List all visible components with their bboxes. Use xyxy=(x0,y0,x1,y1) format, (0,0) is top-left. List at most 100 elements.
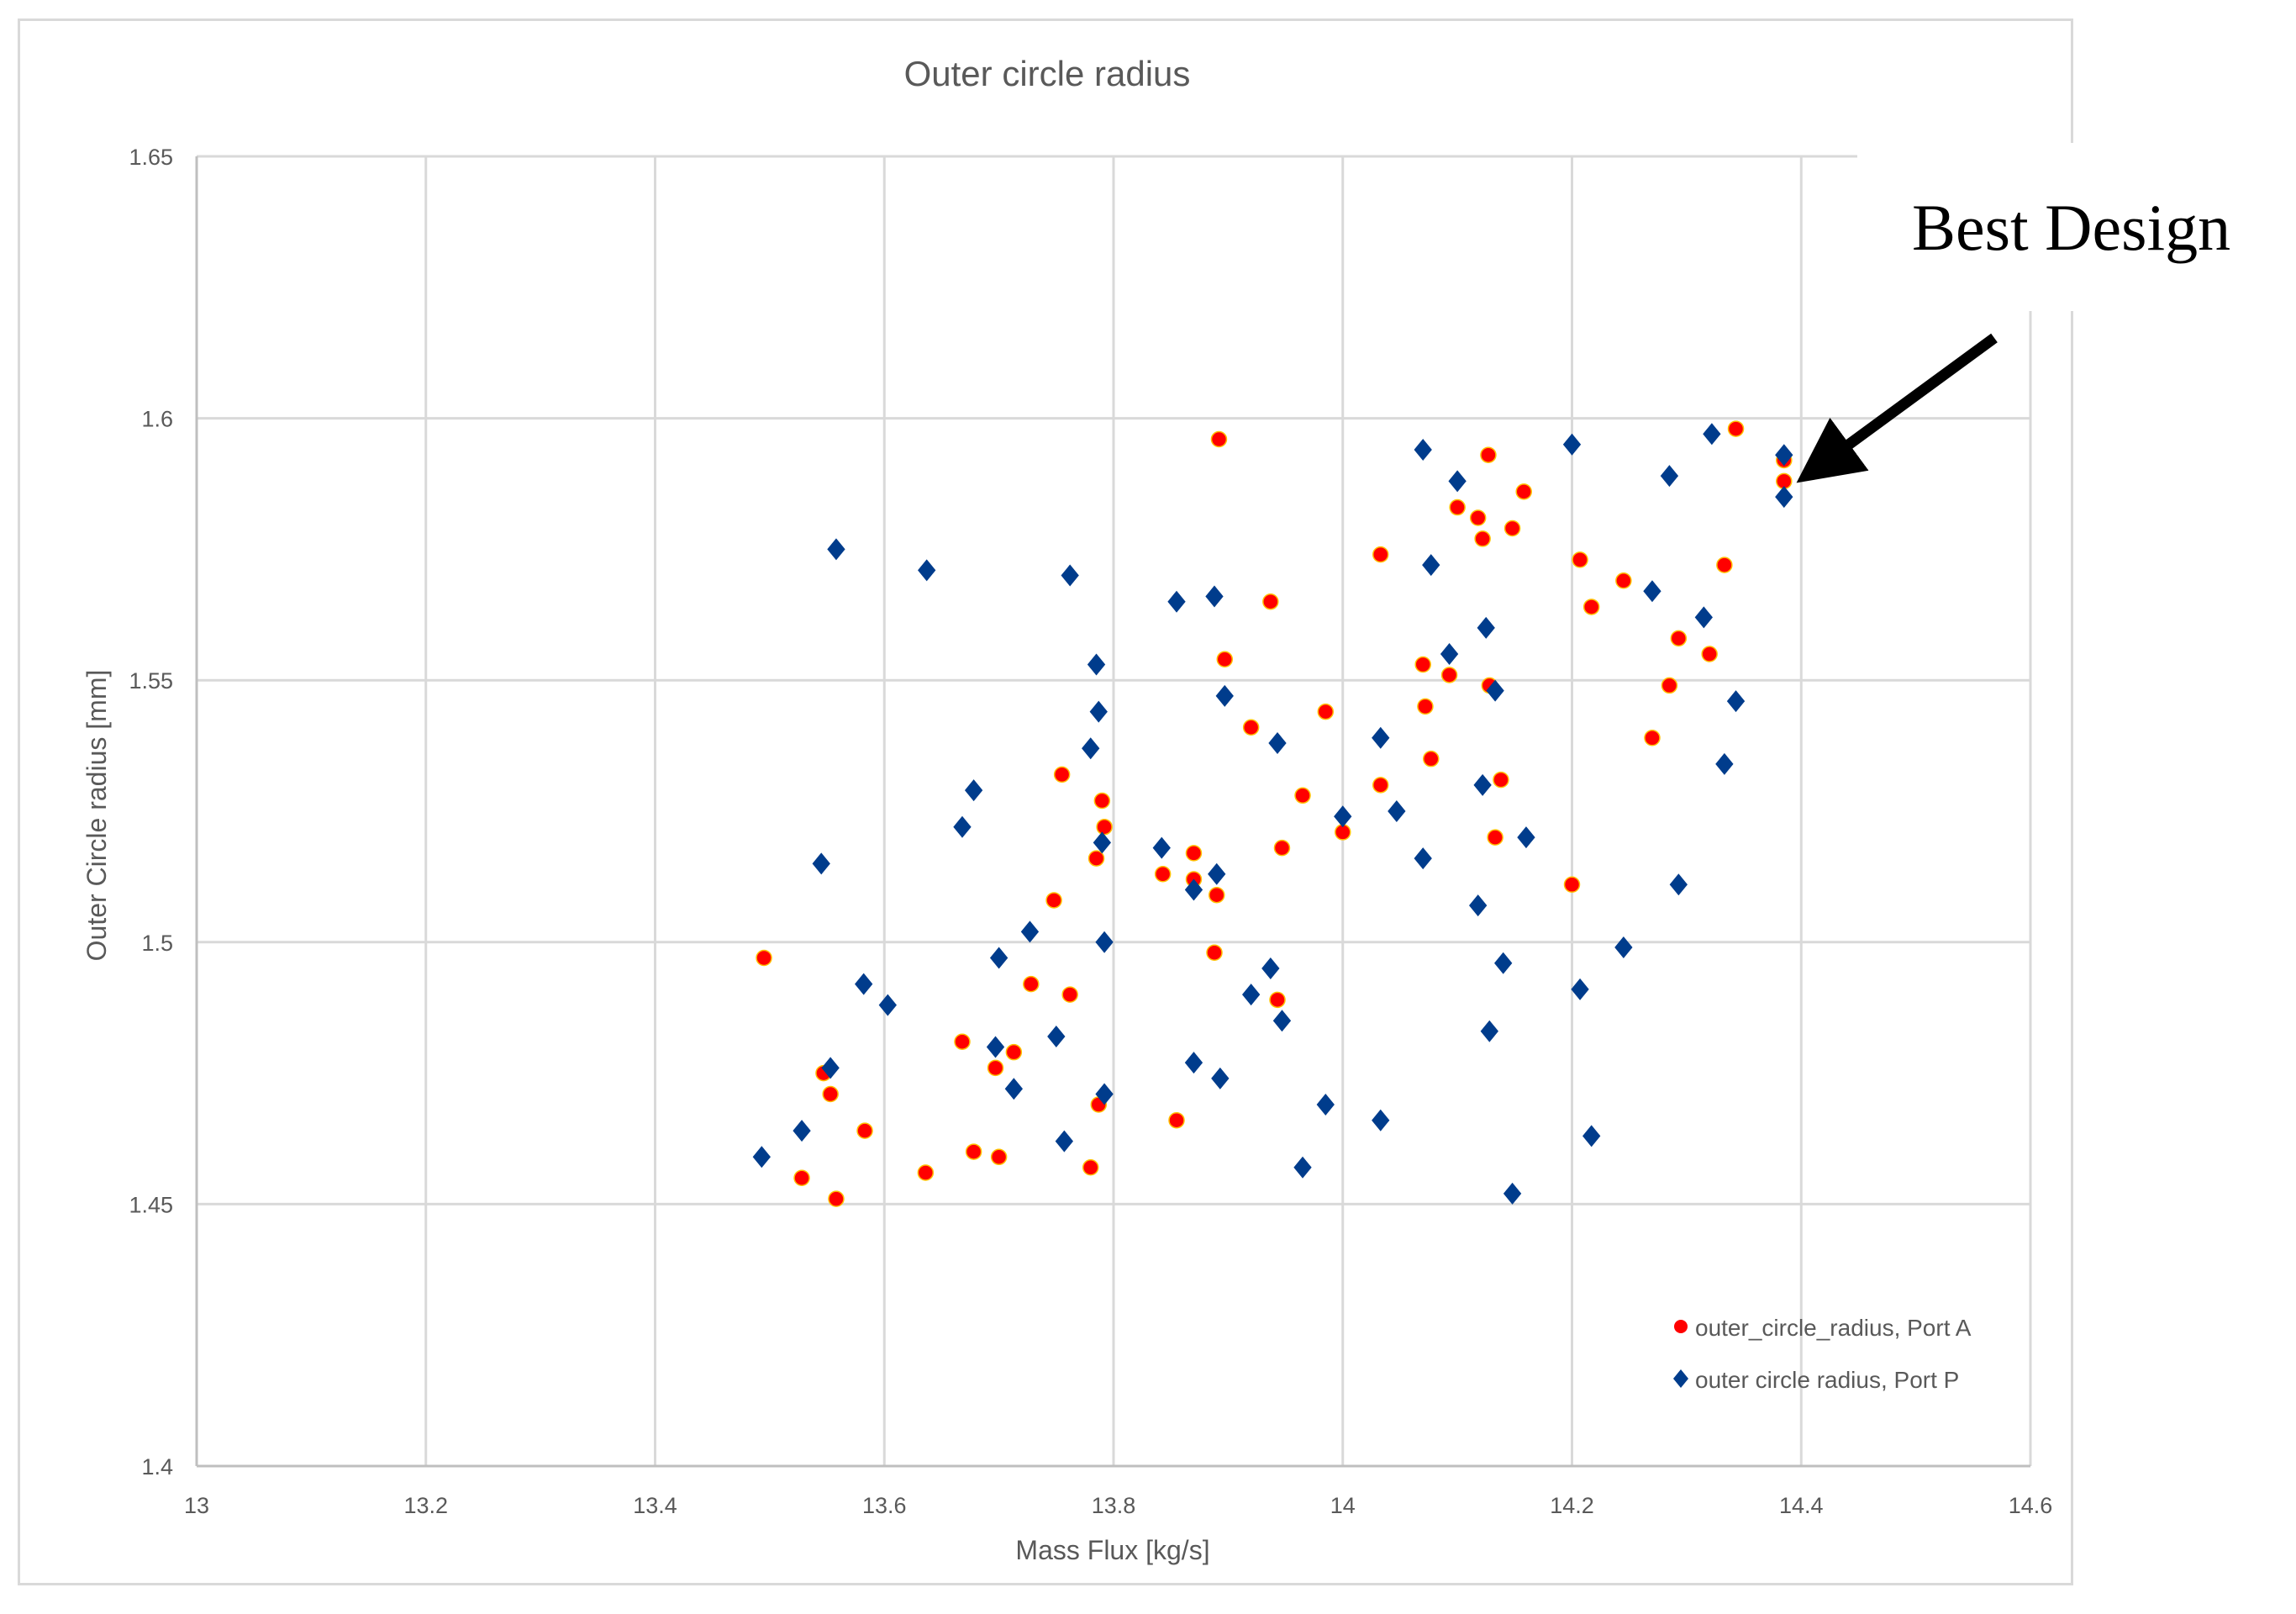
port-p-point xyxy=(793,1120,811,1142)
port-p-point xyxy=(1268,731,1287,754)
port-a-point xyxy=(1449,498,1466,516)
port-a-point xyxy=(954,1033,971,1050)
data-points xyxy=(752,420,1793,1207)
x-tick-label: 13.6 xyxy=(862,1493,907,1518)
port-p-point xyxy=(1208,862,1226,885)
port-p-point xyxy=(752,1146,771,1168)
port-a-point xyxy=(987,1059,1004,1077)
port-a-point xyxy=(1208,886,1225,904)
port-a-point xyxy=(1269,991,1286,1009)
port-p-point xyxy=(1494,952,1513,974)
x-tick-label: 13 xyxy=(184,1493,209,1518)
port-p-point xyxy=(1372,1109,1390,1131)
y-tick-label: 1.6 xyxy=(141,407,173,432)
port-p-point xyxy=(1715,752,1734,775)
port-a-point xyxy=(965,1143,982,1160)
port-a-point xyxy=(1372,777,1389,794)
port-p-point xyxy=(989,947,1008,969)
port-a-point xyxy=(1087,850,1105,867)
port-p-point xyxy=(1414,438,1432,461)
port-a-point xyxy=(1023,975,1040,993)
y-tick-labels: 1.4 1.45 1.5 1.55 1.6 1.65 xyxy=(129,145,173,1480)
port-p-point xyxy=(1517,826,1535,849)
port-p-point xyxy=(1205,585,1224,608)
port-p-point xyxy=(1152,836,1171,859)
port-a-point xyxy=(793,1169,810,1186)
port-a-point xyxy=(1414,656,1431,673)
port-p-point xyxy=(1316,1093,1335,1116)
port-p-point xyxy=(1089,700,1108,723)
y-axis-label: Outer Circle radius [mm] xyxy=(82,670,112,962)
port-p-point xyxy=(1440,643,1459,666)
port-a-point xyxy=(1572,551,1588,568)
grid-lines xyxy=(197,155,2032,1466)
port-a-point xyxy=(1216,651,1234,668)
port-p-point xyxy=(953,815,972,838)
port-a-point xyxy=(1045,892,1062,909)
legend-label-port-a: outer_circle_radius, Port A xyxy=(1695,1315,1972,1341)
port-p-point xyxy=(1095,1083,1114,1105)
port-a-point xyxy=(1727,420,1745,437)
x-tick-label: 13.4 xyxy=(633,1493,677,1518)
port-p-point xyxy=(1703,423,1721,446)
port-a-point xyxy=(1474,530,1491,547)
port-p-point xyxy=(1486,679,1504,702)
legend-marker-port-p xyxy=(1673,1369,1688,1388)
port-p-point xyxy=(1372,726,1390,749)
port-a-point xyxy=(1503,520,1521,537)
port-p-point xyxy=(1775,486,1793,509)
port-a-point xyxy=(1469,509,1487,526)
port-a-point xyxy=(1423,750,1440,767)
port-p-point xyxy=(827,538,845,561)
port-a-point xyxy=(917,1164,935,1181)
port-p-point xyxy=(1562,433,1582,456)
port-p-point xyxy=(964,779,983,802)
port-p-point xyxy=(1093,831,1112,854)
port-p-point xyxy=(1726,690,1746,713)
port-a-point xyxy=(1082,1159,1099,1176)
port-p-point xyxy=(1477,616,1495,639)
port-p-point xyxy=(1503,1182,1522,1205)
port-p-point xyxy=(1184,878,1203,901)
legend: outer_circle_radius, Port A outer circle… xyxy=(1673,1315,1972,1393)
port-p-point xyxy=(1087,653,1106,676)
port-p-point xyxy=(1422,554,1440,577)
port-p-point xyxy=(1082,737,1100,760)
port-p-point xyxy=(1669,873,1688,896)
port-a-point xyxy=(1515,483,1532,500)
port-a-point xyxy=(1294,787,1311,804)
port-a-point xyxy=(1093,792,1111,810)
port-p-point xyxy=(1469,894,1488,917)
port-a-point xyxy=(1701,646,1718,662)
port-a-point xyxy=(1644,730,1661,746)
port-a-point xyxy=(1262,593,1279,610)
port-p-point xyxy=(1095,931,1114,953)
x-tick-label: 14 xyxy=(1330,1493,1356,1518)
axes xyxy=(195,156,2030,1468)
arrow-line-icon xyxy=(1796,333,1998,483)
port-a-point xyxy=(822,1085,839,1103)
port-a-point xyxy=(1417,698,1434,715)
port-p-point xyxy=(1215,684,1234,707)
port-a-point xyxy=(1440,667,1458,683)
port-p-point xyxy=(1272,1010,1292,1032)
y-tick-label: 1.5 xyxy=(141,931,173,956)
x-tick-label: 14.2 xyxy=(1550,1493,1594,1518)
port-p-point xyxy=(855,973,873,995)
port-a-point xyxy=(1005,1043,1023,1061)
port-a-point xyxy=(756,949,772,967)
port-p-point xyxy=(821,1057,840,1079)
port-p-point xyxy=(1388,800,1406,822)
y-tick-label: 1.45 xyxy=(129,1192,173,1217)
port-a-point xyxy=(1563,876,1581,893)
port-p-point xyxy=(1660,465,1679,488)
port-a-point xyxy=(828,1190,845,1207)
annotation-background xyxy=(1857,143,2296,311)
port-p-point xyxy=(1614,936,1633,959)
legend-marker-port-a xyxy=(1674,1320,1688,1333)
chart-title: Outer circle radius xyxy=(904,54,1191,93)
port-a-point xyxy=(1670,630,1688,647)
port-p-point xyxy=(1167,590,1186,613)
